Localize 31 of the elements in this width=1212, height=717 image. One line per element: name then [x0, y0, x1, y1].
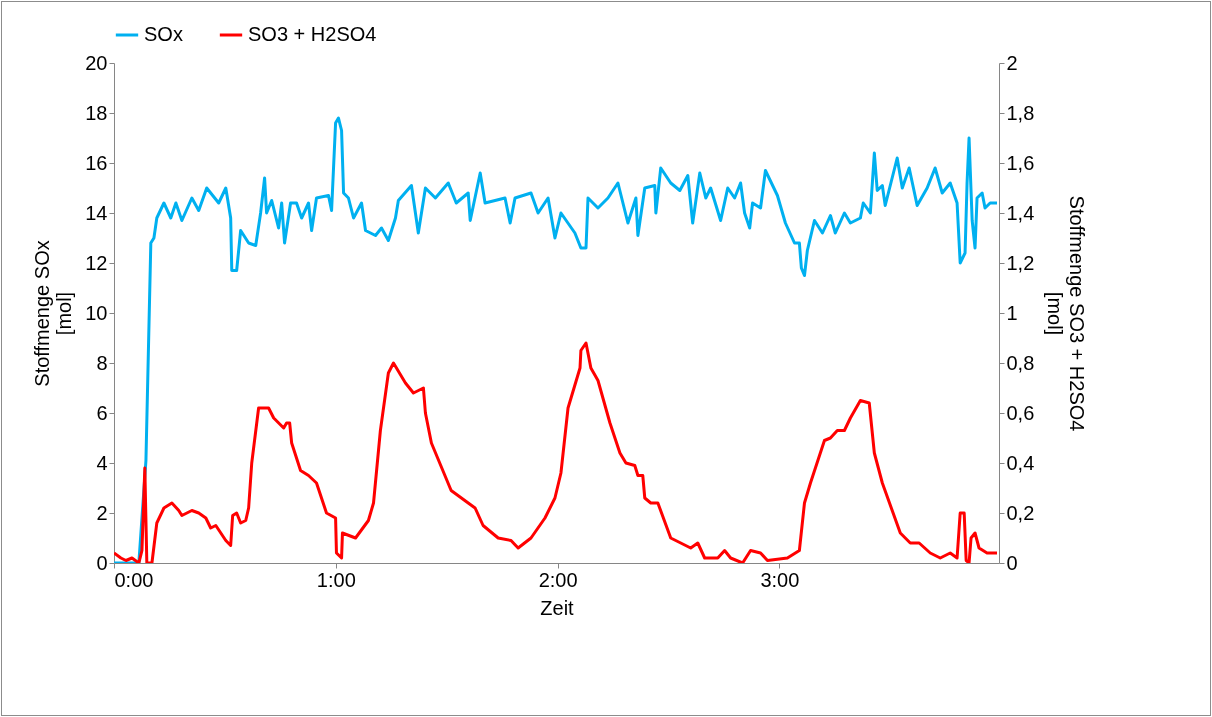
y2-tick-label: 1: [1006, 301, 1018, 324]
y-tick-label: 16: [85, 151, 108, 174]
y-tick-label: 4: [96, 451, 108, 474]
y-tick-label: 2: [96, 501, 108, 524]
y-tick-label: 20: [85, 51, 108, 74]
y-tick-label: 10: [85, 301, 108, 324]
y-tick-label: 14: [85, 201, 108, 224]
y2-tick-label: 0: [1006, 551, 1018, 574]
x-tick-label: 0:00: [114, 568, 154, 591]
y-tick-label: 6: [96, 401, 108, 424]
legend-label: SOx: [144, 23, 183, 45]
y-tick-label: 0: [96, 551, 108, 574]
x-tick-label: 1:00: [316, 568, 356, 591]
x-tick-label: 3:00: [760, 568, 800, 591]
y2-tick-label: 1,8: [1006, 101, 1035, 124]
y2-axis-title: Stoffmenge SO3 + H2SO4 [mol]: [1044, 195, 1089, 432]
y-tick-label: 8: [96, 351, 108, 374]
y2-tick-label: 1,4: [1006, 201, 1035, 224]
y2-tick-label: 0,2: [1006, 501, 1035, 524]
y2-tick-label: 0,6: [1006, 401, 1035, 424]
legend-label: SO3 + H2SO4: [248, 23, 377, 45]
x-axis-title: Zeit: [540, 596, 575, 619]
x-tick-label: 2:00: [538, 568, 578, 591]
y2-tick-label: 1,6: [1006, 151, 1035, 174]
y2-tick-label: 0,8: [1006, 351, 1035, 374]
y2-tick-label: 1,2: [1006, 251, 1035, 274]
y-axis-title: Stoffmenge SOx [mol]: [31, 240, 76, 387]
y-tick-label: 12: [85, 251, 108, 274]
y2-tick-label: 0,4: [1006, 451, 1035, 474]
y-tick-label: 18: [85, 101, 108, 124]
y2-tick-label: 2: [1006, 51, 1018, 74]
